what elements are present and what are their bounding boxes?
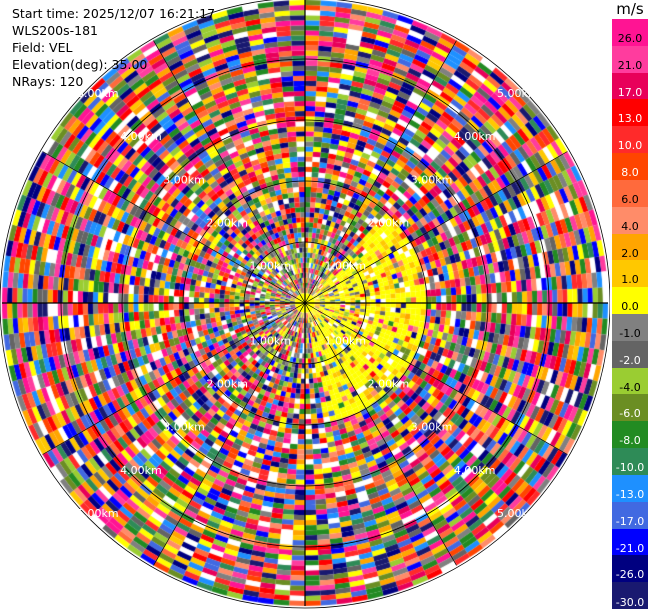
colorbar-segment [612,421,648,449]
colorbar-tick-label: -10.0 [615,461,645,475]
colorbar-tick-label: -4.0 [619,380,641,394]
colorbar-segment [612,179,648,208]
colorbar-tick-label: 6.0 [621,192,639,206]
colorbar-segment [612,474,648,503]
colorbar-segment [612,340,648,369]
field-label: Field: VEL [12,40,73,55]
range-ring-label: 5.00km [77,87,119,100]
colorbar-tick-label: 1.0 [621,273,639,287]
colorbar-segment [612,260,648,288]
colorbar-segment [612,72,648,100]
colorbar-segment [612,153,648,181]
ppi-plot: 1.00km 2.00km 3.00km 4.00km 5.00km 1.00km 2.00… [0,0,610,610]
azimuth-spoke [304,151,568,304]
range-ring-label: 3.00km [163,421,205,434]
azimuth-spoke [153,302,306,566]
azimuth-spoke [304,302,568,455]
colorbar-segment [612,99,648,127]
colorbar-tick-label: -26.0 [615,568,645,582]
range-ring-label: 4.00km [120,130,162,143]
azimuth-spoke [304,302,457,566]
colorbar-segment [612,206,648,235]
colorbar-tick-label: 26.0 [617,32,643,45]
range-ring-label: 2.00km [206,378,248,391]
azimuth-spoke [153,40,306,304]
colorbar-tick-label: -30.0 [615,596,645,609]
range-ring-label: 5.00km [497,87,539,100]
start-time-label: Start time: 2025/12/07 16:21:17 [12,6,216,21]
colorbar-tick-label: -1.0 [619,327,641,340]
colorbar-segment [612,287,648,315]
range-ring-label: 3.00km [411,421,453,434]
colorbar-tick-label: 13.0 [617,112,643,126]
colorbar-tick-label: 8.0 [621,166,639,180]
colorbar-tick-label: 4.0 [621,219,639,233]
range-ring-label: 1.00km [324,260,366,273]
colorbar-tick-label: -17.0 [615,514,645,528]
range-ring-label: 1.00km [324,334,366,347]
range-ring [0,0,610,609]
range-ring-label: 2.00km [368,378,410,391]
colorbar-tick-label: 0.0 [621,300,639,314]
colorbar-segment [612,394,648,422]
range-ring-label: 3.00km [163,173,205,186]
range-ring-label: 2.00km [368,216,410,229]
colorbar-tick-label: 10.0 [617,139,643,153]
range-ring-label: 4.00km [454,130,496,143]
elevation-label: Elevation(deg): 35.00 [12,57,148,72]
range-ring-label: 5.00km [77,507,119,520]
colorbar-segment [612,45,648,74]
azimuth-spoke [42,151,306,304]
colorbar: 26.0 21.0 17.0 13.0 10.0 8.0 6.0 4.0 2.0 1.0 0.0 -1… [612,19,648,610]
range-ring-label: 1.00km [250,260,292,273]
colorbar-tick-label: -2.0 [619,353,641,367]
colorbar-segment [612,555,648,583]
colorbar-segment [612,528,648,556]
colorbar-tick-label: 17.0 [617,85,643,99]
scan-info-block: Start time: 2025/12/07 16:21:17 WLS200s-… [12,5,215,90]
azimuth-spoke [304,40,457,304]
range-ring-label: 4.00km [454,464,496,477]
colorbar-tick-label: -8.0 [619,434,641,448]
nrays-label: NRays: 120 [12,74,84,89]
colorbar-tick-label: 2.0 [621,246,639,260]
colorbar-tick-label: -13.0 [615,487,645,501]
range-ring-overlay: 1.00km 2.00km 3.00km 4.00km 5.00km 1.00km 2.00… [0,0,610,609]
colorbar-segment [612,367,648,395]
colorbar-segment [612,314,648,342]
colorbar-segment [612,233,648,261]
range-ring-label: 2.00km [206,216,248,229]
colorbar-tick-label: -6.0 [619,407,641,421]
colorbar-segment [612,19,648,47]
range-ring-label: 5.00km [497,507,539,520]
instrument-label: WLS200s-181 [12,23,98,38]
colorbar-segment [612,582,648,610]
range-ring-label: 3.00km [411,173,453,186]
colorbar-segment [612,126,648,154]
colorbar-unit: m/s [616,0,644,18]
colorbar-segment [612,448,648,476]
colorbar-segment [612,501,648,530]
colorbar-tick-label: -21.0 [615,541,645,555]
colorbar-tick-label: 21.0 [617,58,643,72]
azimuth-spoke [42,302,306,455]
range-ring-label: 1.00km [250,334,292,347]
range-ring-label: 4.00km [120,464,162,477]
